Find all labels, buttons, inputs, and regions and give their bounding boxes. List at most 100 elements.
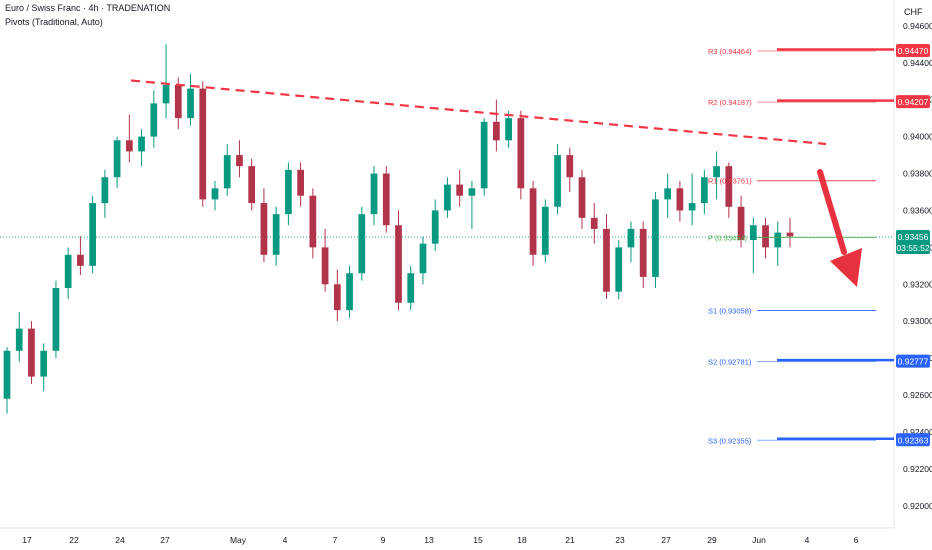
candle-body [774, 232, 782, 248]
candle-body [529, 188, 537, 255]
candle-body [431, 210, 439, 244]
countdown-text: 03:55:52 [896, 243, 929, 253]
candle-body [737, 206, 745, 240]
candle-body [725, 166, 733, 207]
y-tick-label: 0.92400 [903, 427, 932, 437]
x-tick-label: 21 [565, 535, 575, 545]
x-tick-label: 27 [661, 535, 671, 545]
pivot-label-p: P (0.93454) [708, 233, 748, 242]
candle-body [162, 84, 170, 104]
candle-body [786, 232, 794, 237]
y-tick-label: 0.94400 [903, 58, 932, 68]
y-tick-label: 0.93600 [903, 205, 932, 215]
time-axis[interactable]: 17 22 24 27 May 4 7 9 13 15 18 21 23 27 29 Jun 4 6 [22, 535, 858, 545]
candle-body [493, 121, 500, 141]
candle-body [101, 177, 109, 204]
candle-body [505, 118, 512, 141]
candle-body [358, 214, 366, 274]
x-tick-label: 29 [707, 535, 717, 545]
candle-body [52, 288, 60, 351]
candle-body [285, 169, 292, 215]
indicator-title: Pivots (Traditional, Auto) [5, 17, 103, 27]
candle-body [700, 177, 708, 204]
candle-body [272, 214, 280, 255]
pivot-label-s2: S2 (0.92781) [708, 358, 752, 367]
candle-body [40, 350, 48, 377]
x-tick-label: 23 [615, 535, 625, 545]
candle-body [639, 228, 647, 277]
candle-body [578, 177, 586, 218]
price-badge-s2 [896, 354, 930, 368]
y-tick-label: 0.92600 [903, 390, 932, 400]
candle-body [321, 247, 329, 285]
candle-body [77, 254, 84, 266]
x-tick-label: 27 [160, 535, 170, 545]
x-tick-label: 17 [22, 535, 32, 545]
pivot-label-r3: R3 (0.94464) [708, 47, 752, 56]
x-tick-label: May [230, 535, 247, 545]
candle-body [627, 228, 635, 248]
x-tick-label: 4 [283, 535, 288, 545]
symbol-title: Euro / Swiss Franc · 4h · TRADENATION [5, 3, 171, 13]
price-badge-text-r2: 0.94207 [898, 97, 929, 107]
candle-body [652, 199, 659, 277]
candle-body [138, 136, 145, 152]
candle-body [297, 169, 304, 196]
candle-body [480, 121, 488, 189]
price-badge-r2 [896, 95, 930, 109]
candle-body [688, 203, 696, 211]
x-tick-label: 9 [381, 535, 386, 545]
candle-body [346, 273, 353, 311]
y-tick-label: 0.93000 [903, 316, 932, 326]
pivot-label-r2: R2 (0.94187) [708, 98, 752, 107]
candle-body [113, 140, 121, 178]
pivot-label-s1: S1 (0.93058) [708, 307, 752, 316]
candle-body [370, 173, 378, 215]
price-badges: 0.94470 0.94207 0.92777 0.92363 0.9345603:55… [896, 43, 930, 447]
x-tick-label: 15 [473, 535, 483, 545]
candle-body [64, 254, 72, 288]
candle-body [89, 203, 97, 266]
candle-body [713, 166, 720, 178]
candle-body [260, 203, 268, 255]
pivot-levels: R3 (0.94464) R2 (0.94187) R1 (0.93761) P (0… [708, 47, 894, 445]
candle-body [762, 225, 769, 248]
candle-body [382, 173, 390, 226]
drawings[interactable] [130, 79, 862, 287]
candle-body [3, 350, 11, 399]
pivot-label-r1: R1 (0.93761) [708, 177, 752, 186]
candle-body [15, 328, 23, 351]
candle-body [407, 273, 415, 303]
candle-body [541, 206, 549, 255]
x-tick-label: 6 [854, 535, 859, 545]
candle-body [187, 88, 194, 119]
candle-body [28, 328, 35, 377]
candle-body [749, 225, 757, 240]
candle-body [664, 188, 672, 200]
x-tick-label: 13 [424, 535, 434, 545]
price-badge-text-s3: 0.92363 [898, 435, 929, 445]
candle-body [236, 155, 243, 167]
y-tick-label: 0.92000 [903, 501, 932, 511]
candle-body [566, 155, 574, 178]
candle-body [456, 184, 464, 196]
y-tick-label: 0.94600 [903, 21, 932, 31]
x-tick-label: 22 [69, 535, 79, 545]
candle-body [309, 195, 317, 248]
y-tick-label: 0.93800 [903, 169, 932, 179]
price-badge-text-r3: 0.94470 [898, 46, 929, 56]
candle-body [554, 155, 561, 207]
pivot-label-s3: S3 (0.92355) [708, 436, 752, 445]
candle-body [615, 247, 623, 292]
currency-label[interactable]: CHF [904, 7, 923, 17]
candle-body [676, 188, 684, 211]
resistance-trendline [130, 79, 827, 146]
candle-body [395, 225, 402, 303]
candle-body [223, 155, 231, 189]
y-tick-label: 0.93200 [903, 279, 932, 289]
candle-body [211, 188, 219, 200]
price-badge-r3 [896, 43, 930, 57]
x-tick-label: 4 [805, 535, 810, 545]
candle-body [150, 103, 158, 137]
